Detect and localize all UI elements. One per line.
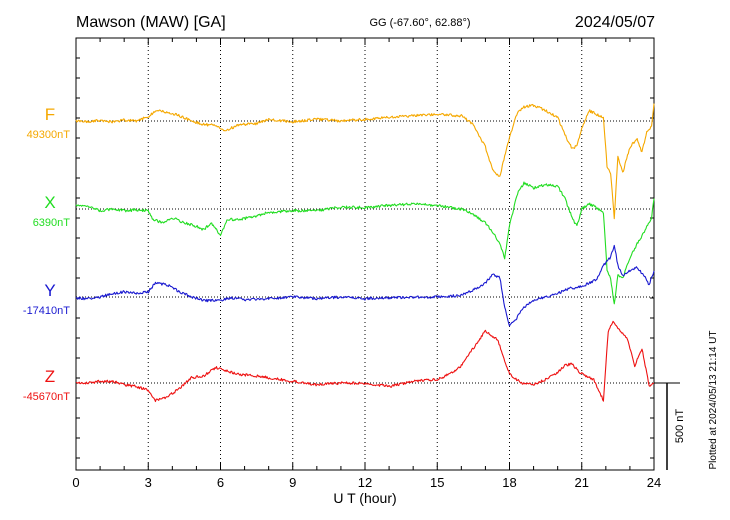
scale-bar-label: 500 nT (674, 409, 686, 444)
series-line-x (75, 181, 655, 305)
series-baseline-value-z: -45670nT (23, 391, 70, 403)
plotted-note: Plotted at 2024/05/13 21:14 UT (708, 331, 719, 470)
plot-date: 2024/05/07 (575, 14, 655, 31)
baselines (76, 120, 654, 384)
series-line-y (75, 244, 655, 327)
x-axis-label: U T (hour) (333, 490, 396, 506)
series-baseline-value-y: -17410nT (23, 305, 70, 317)
x-tick-label-21: 21 (575, 475, 589, 490)
x-tick-label-15: 15 (430, 475, 444, 490)
x-tick-label-6: 6 (217, 475, 224, 490)
scale-bar: 500 nT (654, 382, 686, 470)
series-baseline-value-x: 6390nT (33, 217, 71, 229)
x-tick-label-24: 24 (647, 475, 661, 490)
series-name-x: X (44, 193, 55, 212)
series-labels: F 49300nT X 6390nT Y -17410nT Z -45670nT (23, 105, 70, 403)
series-name-z: Z (45, 367, 55, 386)
series-line-f (75, 103, 655, 220)
series-name-f: F (45, 105, 55, 124)
series-name-y: Y (44, 281, 55, 300)
x-tick-label-0: 0 (72, 475, 79, 490)
x-tick-label-3: 3 (145, 475, 152, 490)
axis-ticks (75, 38, 655, 470)
station-title: Mawson (MAW) [GA] (76, 14, 226, 31)
grid (147, 38, 583, 470)
x-tick-label-9: 9 (289, 475, 296, 490)
series-line-z (75, 320, 655, 403)
series-baseline-value-f: 49300nT (27, 129, 71, 141)
x-tick-label-12: 12 (358, 475, 372, 490)
station-coords: GG (-67.60°, 62.88°) (369, 17, 470, 29)
x-tick-label-18: 18 (502, 475, 516, 490)
series-lines (75, 103, 655, 403)
x-tick-labels: 0 3 6 9 12 15 18 21 24 (72, 475, 661, 490)
